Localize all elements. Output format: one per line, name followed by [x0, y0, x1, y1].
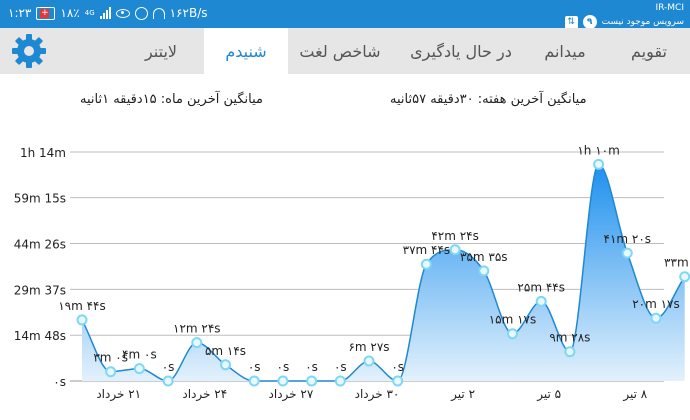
tab-label: میدانم: [544, 41, 586, 61]
status-bar: ۱:۲۳ + ۱۸٪ 4G ۱۶۲B/s IR-MCI ⇅ ۹ سرویس مو…: [0, 0, 690, 29]
data-label: ۱h ۱۰m: [577, 143, 619, 157]
data-points: [76, 158, 690, 387]
y-tick-label: ۰s: [53, 375, 66, 389]
x-tick-label: ۲۱ خرداد: [96, 387, 141, 402]
y-tick-label: 29m 37s: [14, 283, 66, 297]
data-label: ۲۰m ۱۷s: [632, 297, 680, 311]
data-label: ۰s: [248, 360, 261, 374]
data-point: [392, 375, 404, 387]
data-label: ۳۳m ۴۲: [664, 256, 690, 270]
data-label: ۱۵m ۱۷s: [489, 313, 537, 327]
data-point: [449, 244, 461, 256]
y-tick-label: 1h 14m: [20, 146, 66, 160]
tab-learning[interactable]: در حال یادگیری: [394, 28, 528, 74]
gear-icon: [12, 34, 46, 68]
data-label: ۳۷m ۴۴s: [403, 243, 451, 257]
network-type: 4G: [84, 9, 95, 17]
data-point: [76, 314, 88, 326]
headphones-icon: [152, 7, 165, 19]
tab-calendar[interactable]: تقویم: [614, 28, 684, 74]
series-area: [81, 163, 686, 382]
data-label: ۵m ۱۴s: [205, 344, 246, 358]
data-label: ۰s: [334, 360, 347, 374]
data-point: [478, 265, 490, 277]
y-tick-label: 59m 15s: [14, 192, 66, 206]
x-tick-label: ۳۰ خرداد: [355, 387, 400, 402]
y-tick-label: 14m 48s: [14, 329, 66, 343]
tab-heard[interactable]: شنیدم: [204, 28, 288, 74]
data-point: [191, 337, 203, 349]
y-tick-label: 44m 26s: [14, 237, 66, 251]
data-label: ۲۵m ۴۴s: [517, 280, 565, 294]
data-point: [133, 363, 145, 375]
usb-icon: ⇅: [564, 15, 578, 29]
y-axis-labels: ۰s 14m 48s 29m 37s 44m 26s 59m 15s 1h 14m: [14, 146, 66, 389]
month-average: میانگین آخرین ماه: ۱۵دقیقه ۱ثانیه: [80, 92, 263, 107]
eye-icon: [115, 8, 130, 18]
tab-label: تقویم: [631, 41, 667, 61]
x-tick-label: ۵ تیر: [536, 387, 561, 402]
data-label: ۹m ۲۸s: [549, 331, 590, 345]
alarm-icon: [134, 6, 148, 20]
data-point: [334, 375, 346, 387]
data-point: [621, 247, 633, 259]
data-point: [650, 312, 662, 324]
x-tick-label: ۲۴ خرداد: [182, 387, 227, 402]
data-point: [420, 258, 432, 270]
data-point: [306, 375, 318, 387]
status-right: IR-MCI ⇅ ۹ سرویس موجود نیست: [564, 3, 685, 29]
data-label: ۳۵m ۳۵s: [460, 250, 508, 264]
data-point: [277, 375, 289, 387]
x-tick-label: ۲ تیر: [450, 387, 475, 402]
tab-label: در حال یادگیری: [410, 41, 512, 61]
data-point: [593, 158, 605, 170]
clock: ۱:۲۳: [8, 6, 32, 20]
service-text: سرویس موجود نیست: [601, 16, 684, 27]
data-point: [248, 375, 260, 387]
network-speed: ۱۶۲B/s: [169, 6, 208, 20]
data-point: [535, 295, 547, 307]
tab-label: شاخص لغت: [299, 41, 381, 61]
series-line: [81, 163, 686, 382]
status-left: ۱:۲۳ + ۱۸٪ 4G ۱۶۲B/s: [8, 6, 208, 20]
data-point: [162, 375, 174, 387]
data-label: ۰s: [277, 360, 290, 374]
week-average: میانگین آخرین هفته: ۳۰دقیقه ۵۷ثانیه: [390, 92, 587, 107]
carrier-name: IR-MCI: [655, 3, 685, 13]
tab-i-know[interactable]: میدانم: [530, 28, 600, 74]
tab-bar: لایتنر شنیدم شاخص لغت در حال یادگیری مید…: [0, 28, 690, 74]
signal-icon: [99, 7, 111, 19]
data-label: ۰s: [391, 360, 404, 374]
series-area-fill: [82, 164, 685, 381]
data-point: [105, 366, 117, 378]
data-label: ۰s: [305, 360, 318, 374]
tab-leitner[interactable]: لایتنر: [118, 28, 204, 74]
data-label: ۱۹m ۴۴s: [58, 299, 106, 313]
data-point: [679, 271, 690, 283]
data-label: ۴۲m ۲۴s: [431, 229, 479, 243]
data-label: ۱۲m ۲۴s: [173, 322, 221, 336]
x-tick-label: ۸ تیر: [622, 387, 647, 402]
data-label: ۴m ۰s: [122, 348, 157, 362]
data-label: ۳m ۰s: [93, 351, 128, 365]
tab-label: لایتنر: [144, 41, 178, 61]
x-tick-label: ۲۷ خرداد: [269, 387, 314, 402]
x-axis-labels: ۲۱ خرداد ۲۴ خرداد ۲۷ خرداد ۳۰ خرداد ۲ تیر ۵ ت…: [96, 387, 647, 402]
settings-button[interactable]: [0, 28, 58, 74]
tab-label: شنیدم: [225, 41, 267, 61]
battery-icon: +: [36, 6, 56, 20]
tab-word-index[interactable]: شاخص لغت: [288, 28, 392, 74]
data-point: [363, 355, 375, 367]
data-point: [220, 359, 231, 371]
battery-percent: ۱۸٪: [60, 6, 80, 20]
data-label: ۴۱m ۲۰s: [604, 232, 652, 246]
notification-count: ۹: [582, 15, 597, 29]
data-label: ۶m ۲۷s: [348, 340, 389, 354]
data-point: [564, 346, 576, 358]
data-point: [507, 328, 518, 340]
data-label: ۰s: [162, 360, 175, 374]
